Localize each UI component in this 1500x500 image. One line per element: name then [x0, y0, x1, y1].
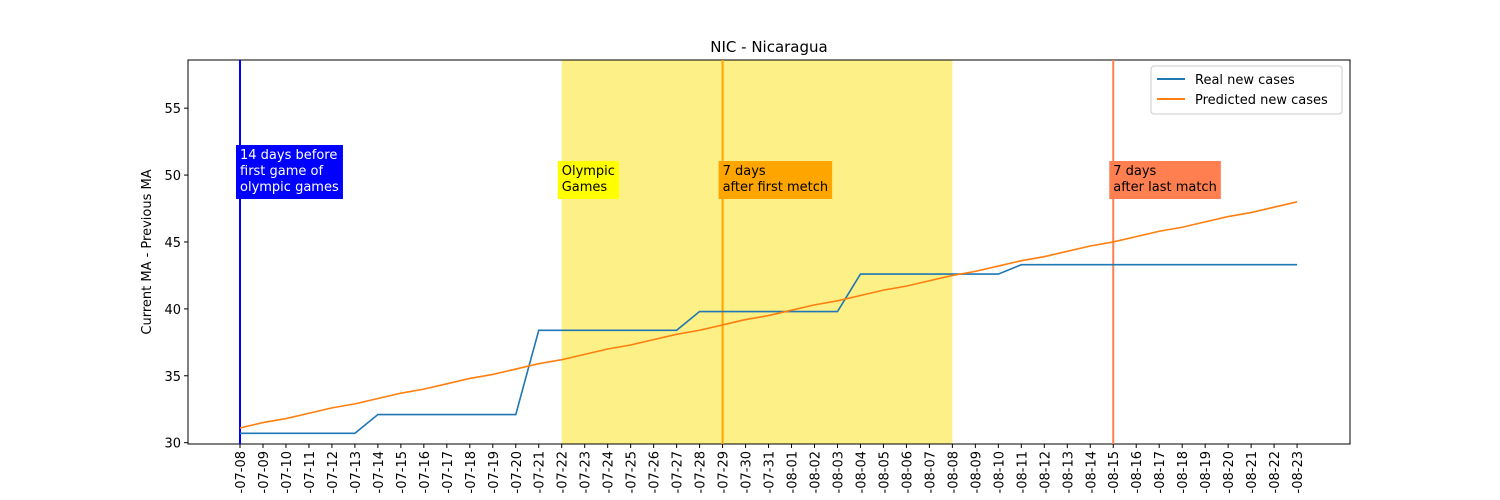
y-tick-label: 55	[164, 102, 181, 117]
x-tick-label: -08-01	[786, 451, 801, 493]
y-tick-label: 30	[164, 437, 181, 452]
y-tick-label: 45	[164, 236, 181, 251]
x-tick-label: -07-28	[694, 451, 709, 493]
x-tick-label: -07-14	[372, 451, 387, 493]
x-tick-label: -08-09	[969, 451, 984, 493]
y-tick-label: 40	[164, 303, 181, 318]
legend-label: Real new cases	[1195, 73, 1295, 88]
x-tick-label: -07-24	[602, 451, 617, 493]
x-tick-label: -07-12	[326, 451, 341, 493]
data-line	[240, 263, 1298, 435]
x-tick-label: -08-08	[946, 451, 961, 493]
annotation: 7 days after last match	[1109, 161, 1221, 199]
annotation-box	[1109, 161, 1221, 199]
annotation-line: Games	[562, 180, 608, 195]
annotation-line: after last match	[1113, 180, 1217, 195]
annotation: Olympic Games	[557, 161, 619, 199]
x-tick-label: -07-26	[648, 451, 663, 493]
x-tick-label: -07-21	[533, 451, 548, 493]
x-tick-label: -07-29	[717, 451, 732, 493]
annotation-box	[557, 161, 619, 199]
x-tick-label: -07-30	[740, 451, 755, 493]
x-tick-label: -08-03	[831, 451, 846, 493]
x-tick-label: -08-06	[900, 451, 915, 493]
x-tick-label: -07-11	[303, 451, 318, 493]
annotation-line: after first metch	[723, 180, 829, 195]
x-tick-label: -07-27	[671, 451, 686, 493]
x-tick-label: -08-22	[1268, 451, 1283, 493]
x-tick-label: -08-14	[1084, 451, 1099, 493]
x-tick-label: -07-09	[257, 451, 272, 493]
annotation-text: 14 days before first game of olympic games	[240, 148, 339, 195]
x-tick-label: -07-17	[441, 451, 456, 493]
x-tick-label: -08-05	[877, 451, 892, 493]
annotation: 7 days after first metch	[718, 161, 833, 199]
x-tick-label: -07-19	[487, 451, 502, 493]
annotation: 14 days before first game of olympic games	[236, 145, 343, 199]
x-tick-label: -07-20	[510, 451, 525, 493]
annotation-line: Olympic	[562, 164, 615, 179]
x-tick-label: -08-12	[1038, 451, 1053, 493]
x-tick-label: -08-18	[1176, 451, 1191, 493]
x-tick-label: -07-22	[556, 451, 571, 493]
x-tick-label: -07-08	[234, 451, 249, 493]
legend-label: Predicted new cases	[1195, 93, 1328, 108]
x-tick-label: -07-13	[349, 451, 364, 493]
annotation-text: 7 days after last match	[1113, 164, 1217, 195]
annotation-line: 7 days	[1113, 164, 1156, 179]
annotation-box	[236, 145, 343, 199]
annotation-text: 7 days after first metch	[723, 164, 829, 195]
y-tick-label: 35	[164, 370, 181, 385]
x-tick-label: -07-10	[280, 451, 295, 493]
highlight-span	[561, 60, 953, 444]
x-tick-label: -08-23	[1291, 451, 1306, 493]
annotation-line: olympic games	[240, 180, 339, 195]
annotation-text: Olympic Games	[562, 164, 615, 195]
x-tick-label: -07-15	[395, 451, 410, 493]
x-tick-label: -07-16	[418, 451, 433, 493]
x-tick-label: -07-18	[464, 451, 479, 493]
annotation-line: 7 days	[723, 164, 766, 179]
x-tick-label: -08-02	[809, 451, 824, 493]
x-tick-label: -07-25	[625, 451, 640, 493]
x-tick-label: -08-17	[1153, 451, 1168, 493]
x-tick-label: -07-31	[763, 451, 778, 493]
annotation-box	[718, 161, 833, 199]
x-tick-label: -08-19	[1199, 451, 1214, 493]
x-tick-label: -08-10	[992, 451, 1007, 493]
y-tick-label: 50	[164, 169, 181, 184]
x-tick-label: -08-21	[1245, 451, 1260, 493]
chart-title: NIC - Nicaragua	[710, 38, 827, 56]
x-tick-label: -08-15	[1107, 451, 1122, 493]
x-tick-label: -08-04	[854, 451, 869, 493]
x-tick-label: -08-16	[1130, 451, 1145, 493]
annotation-line: 14 days before	[240, 148, 337, 163]
data-line	[239, 201, 1298, 429]
x-tick-label: -08-07	[923, 451, 938, 493]
x-tick-label: -08-20	[1222, 451, 1237, 493]
x-tick-label: -08-13	[1061, 451, 1076, 493]
annotation-line: first game of	[240, 164, 324, 179]
y-axis-label: Current MA - Previous MA	[140, 169, 155, 334]
legend-box	[1150, 65, 1343, 115]
x-tick-label: -07-23	[579, 451, 594, 493]
x-tick-label: -08-11	[1015, 451, 1030, 493]
